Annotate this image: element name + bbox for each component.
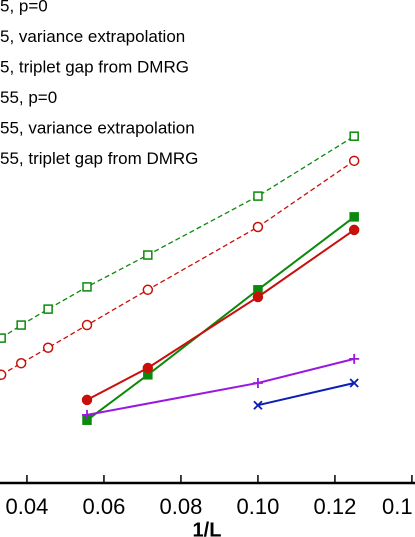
marker [348, 155, 360, 167]
marker [0, 333, 6, 343]
marker [348, 224, 360, 236]
legend-label: 5, p=0 [0, 0, 48, 15]
legend-label: 5, triplet gap from DMRG [0, 57, 189, 76]
marker [81, 394, 93, 406]
x-tick-label: 0.08 [160, 494, 203, 519]
marker [252, 221, 264, 233]
marker [252, 291, 264, 303]
legend-label: 55, variance extrapolation [0, 118, 195, 137]
marker [43, 304, 53, 314]
marker [82, 409, 93, 420]
marker [81, 319, 93, 331]
legend-label: 55, p=0 [0, 88, 57, 107]
series-line [86, 229, 355, 401]
series-line [257, 382, 355, 407]
x-tick-label: 0.10 [237, 494, 280, 519]
marker [349, 131, 359, 141]
marker [143, 250, 153, 260]
marker [349, 212, 359, 222]
legend-label: 55, triplet gap from DMRG [0, 149, 198, 168]
marker [0, 369, 7, 381]
marker [253, 400, 263, 410]
x-tick-label: 0.04 [6, 494, 49, 519]
marker [142, 284, 154, 296]
marker [349, 378, 359, 388]
marker [142, 362, 154, 374]
marker [82, 282, 92, 292]
marker [16, 320, 26, 330]
x-tick-label: 0.1 [382, 494, 413, 519]
x-tick-label: 0.06 [83, 494, 126, 519]
marker [15, 357, 27, 369]
x-axis-label: 1/L [193, 519, 222, 537]
marker [253, 191, 263, 201]
marker [349, 353, 360, 364]
series-line [86, 357, 355, 416]
x-tick-label: 0.12 [314, 494, 357, 519]
marker [42, 342, 54, 354]
marker [252, 378, 263, 389]
legend-label: 5, variance extrapolation [0, 27, 185, 46]
